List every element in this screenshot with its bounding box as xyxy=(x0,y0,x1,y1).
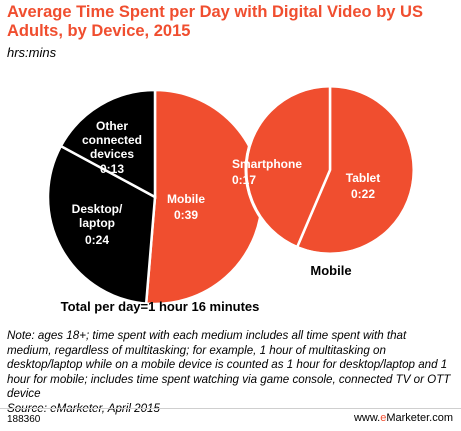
value-mobile: 0:39 xyxy=(174,208,198,222)
label-desktop: Desktop/laptop xyxy=(72,202,123,230)
total-label: Total per day=1 hour 16 minutes xyxy=(61,299,260,314)
chart-note: Note: ages 18+; time spent with each med… xyxy=(7,329,452,417)
value-desktop: 0:24 xyxy=(85,233,109,247)
value-tablet: 0:22 xyxy=(351,187,375,201)
pie-labels: Mobile 0:39 Desktop/laptop 0:24 Other connect… xyxy=(61,119,381,314)
brand-logo: www.eMarketer.com xyxy=(354,412,453,424)
brand-main: www. xyxy=(353,412,381,424)
chart-title: Average Time Spent per Day with Digital … xyxy=(7,3,423,40)
chart-id: 188360 xyxy=(7,414,41,425)
value-smartphone: 0:17 xyxy=(232,173,256,187)
value-other: 0:13 xyxy=(100,162,124,176)
mobile-pie xyxy=(244,84,416,256)
brand-rest: Marketer.com xyxy=(386,412,453,424)
brand-accent: e xyxy=(380,412,387,424)
mobile-pie-outline xyxy=(244,84,416,256)
mobile-pie-title: Mobile xyxy=(310,263,351,278)
label-mobile: Mobile xyxy=(167,192,205,206)
label-other: Other connected devices xyxy=(82,119,142,161)
label-smartphone: Smartphone xyxy=(232,157,302,171)
main-pie-slice-1 xyxy=(46,144,157,305)
chart-subtitle: hrs:mins xyxy=(7,45,57,60)
label-tablet: Tablet xyxy=(346,171,380,185)
footer-divider xyxy=(0,408,461,409)
main-pie-slice-2 xyxy=(59,88,157,200)
main-pie xyxy=(46,88,264,306)
note-text: Note: ages 18+; time spent with each med… xyxy=(7,329,451,401)
